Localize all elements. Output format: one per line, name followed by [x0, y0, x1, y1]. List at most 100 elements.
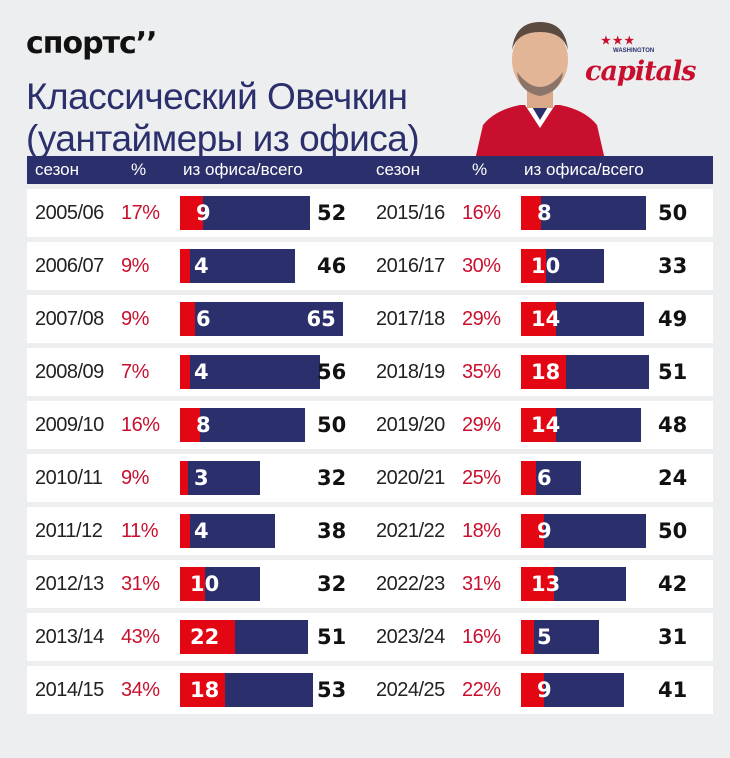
total-value-label: 50	[317, 413, 347, 437]
office-bar	[180, 196, 203, 230]
total-value-label: 51	[658, 360, 688, 384]
table-row: 2018/19 35% 18 51	[368, 348, 713, 396]
total-value-label: 48	[658, 413, 688, 437]
pct-label: 9%	[121, 255, 149, 277]
pct-label: 7%	[121, 361, 149, 383]
table-row: 2015/16 16% 8 50	[368, 189, 713, 237]
pct-label: 9%	[121, 467, 149, 489]
table-row: 2010/11 9% 3 32	[27, 454, 372, 502]
total-value-label: 38	[317, 519, 347, 543]
office-value-label: 3	[194, 466, 209, 490]
office-value-label: 18	[190, 678, 220, 702]
season-label: 2017/18	[376, 308, 445, 330]
season-label: 2015/16	[376, 202, 445, 224]
pct-label: 43%	[121, 626, 160, 648]
table-row: 2017/18 29% 14 49	[368, 295, 713, 343]
office-bar	[180, 302, 195, 336]
sports-logo: спортс’’	[26, 26, 158, 61]
office-value-label: 22	[190, 625, 220, 649]
total-bar	[521, 196, 646, 230]
season-label: 2019/20	[376, 414, 445, 436]
season-label: 2020/21	[376, 467, 445, 489]
pct-label: 31%	[462, 573, 501, 595]
total-value-label: 31	[658, 625, 688, 649]
office-bar	[521, 673, 544, 707]
office-value-label: 8	[537, 201, 552, 225]
table-row: 2012/13 31% 10 32	[27, 560, 372, 608]
total-bar	[180, 249, 295, 283]
season-label: 2012/13	[35, 573, 104, 595]
header-pct: %	[131, 160, 147, 179]
table-row: 2016/17 30% 10 33	[368, 242, 713, 290]
total-value-label: 52	[317, 201, 347, 225]
office-bar	[521, 196, 541, 230]
team-city: WASHINGTON	[613, 48, 655, 54]
table-row: 2014/15 34% 18 53	[27, 666, 372, 714]
season-label: 2013/14	[35, 626, 104, 648]
season-label: 2016/17	[376, 255, 445, 277]
rows-left: 2005/06 17% 9 52 2006/07 9% 4 46 2007/08 9% 6 65 200…	[27, 189, 372, 714]
office-value-label: 4	[194, 360, 209, 384]
office-bar	[521, 408, 556, 442]
total-value-label: 32	[317, 466, 347, 490]
total-value-label: 50	[658, 519, 688, 543]
office-bar	[521, 355, 566, 389]
total-value-label: 56	[317, 360, 347, 384]
pct-label: 34%	[121, 679, 160, 701]
office-value-label: 14	[531, 413, 561, 437]
office-value-label: 9	[537, 678, 552, 702]
total-bar	[180, 355, 320, 389]
header-bar: из офиса/всего	[183, 160, 303, 179]
season-label: 2006/07	[35, 255, 104, 277]
total-bar	[180, 514, 275, 548]
table-row: 2006/07 9% 4 46	[27, 242, 372, 290]
total-value-label: 46	[317, 254, 347, 278]
pct-label: 16%	[462, 626, 501, 648]
total-value-label: 51	[317, 625, 347, 649]
pct-label: 30%	[462, 255, 501, 277]
table-right: сезон % из офиса/всего 2015/16 16% 8 50 2016…	[368, 156, 713, 714]
office-value-label: 10	[190, 572, 220, 596]
pct-label: 22%	[462, 679, 501, 701]
season-label: 2010/11	[35, 467, 103, 489]
title-line-2: (уантаймеры из офиса)	[26, 118, 420, 159]
office-bar	[521, 567, 554, 601]
office-bar	[521, 302, 556, 336]
total-value-label: 65	[306, 307, 336, 331]
pct-label: 25%	[462, 467, 501, 489]
total-value-label: 50	[658, 201, 688, 225]
table-row: 2024/25 22% 9 41	[368, 666, 713, 714]
table-left: сезон % из офиса/всего 2005/06 17% 9 52 2006…	[27, 156, 372, 714]
office-value-label: 8	[196, 413, 211, 437]
table-row: 2020/21 25% 6 24	[368, 454, 713, 502]
table-row: 2021/22 18% 9 50	[368, 507, 713, 555]
season-label: 2011/12	[35, 520, 103, 542]
pct-label: 16%	[462, 202, 501, 224]
total-value-label: 42	[658, 572, 688, 596]
office-bar	[180, 461, 188, 495]
table-row: 2013/14 43% 22 51	[27, 613, 372, 661]
pct-label: 18%	[462, 520, 501, 542]
office-value-label: 9	[196, 201, 211, 225]
office-bar	[180, 567, 205, 601]
season-label: 2008/09	[35, 361, 104, 383]
header-pct: %	[472, 160, 488, 179]
table-row: 2022/23 31% 13 42	[368, 560, 713, 608]
office-value-label: 6	[537, 466, 552, 490]
total-value-label: 24	[658, 466, 688, 490]
pct-label: 11%	[121, 520, 159, 542]
office-value-label: 14	[531, 307, 561, 331]
office-value-label: 9	[537, 519, 552, 543]
total-value-label: 32	[317, 572, 347, 596]
player-photo	[475, 22, 605, 160]
office-value-label: 4	[194, 254, 209, 278]
table-header: сезон % из офиса/всего	[368, 156, 713, 184]
pct-label: 17%	[121, 202, 160, 224]
office-value-label: 10	[531, 254, 561, 278]
table-header: сезон % из офиса/всего	[27, 156, 372, 184]
table-row: 2005/06 17% 9 52	[27, 189, 372, 237]
office-bar	[180, 673, 225, 707]
table-row: 2019/20 29% 14 48	[368, 401, 713, 449]
season-label: 2009/10	[35, 414, 104, 436]
office-bar	[180, 408, 200, 442]
